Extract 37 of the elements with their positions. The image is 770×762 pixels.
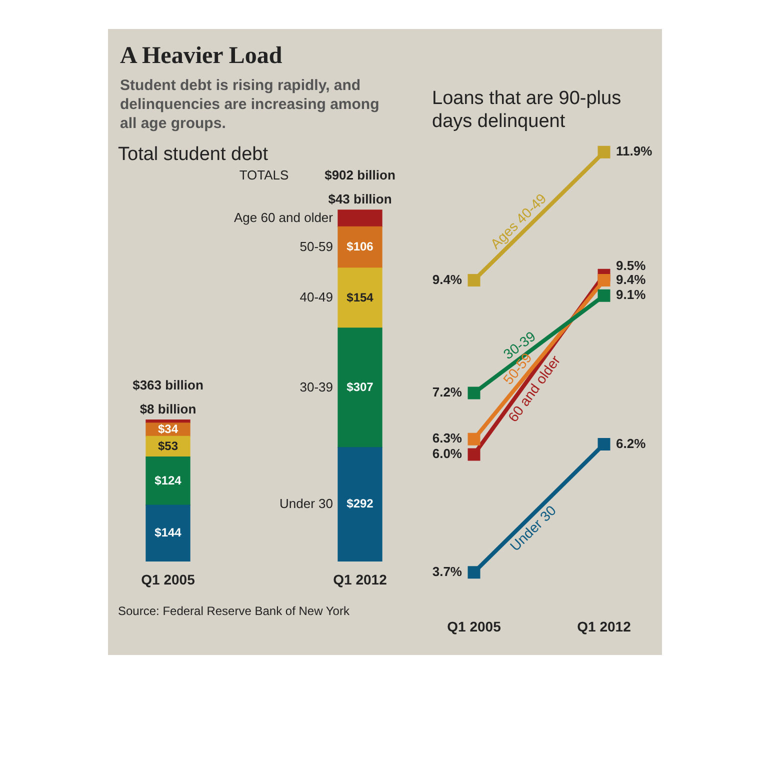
data-label: $154: [346, 290, 374, 304]
series-label: 40-49: [300, 290, 333, 305]
x-tick-label: Q1 2005: [141, 571, 196, 588]
data-label: $53: [158, 438, 178, 453]
series-label: 50-59: [300, 238, 333, 254]
text: Student debt is rising rapidly, and delinquencies are increasing among all age groups.: [120, 76, 380, 133]
data-label: 3.7%: [432, 564, 462, 579]
data-label: $106: [346, 240, 374, 254]
series-label: 30-39: [300, 379, 333, 394]
total-label: $363 billion: [132, 377, 204, 392]
data-label: 6.2%: [616, 436, 646, 451]
x-tick-label: Q1 2012: [333, 571, 388, 588]
series-label: Under 30: [280, 496, 333, 511]
series-label: Age 60 and older: [234, 210, 334, 225]
chart-title: Loans that are 90-plus days delinquent: [431, 87, 622, 133]
data-label: $307: [346, 380, 374, 394]
data-label: $8 billion: [140, 401, 196, 416]
total-label: $902 billion: [324, 168, 396, 183]
data-label: $43 billion: [328, 192, 392, 207]
text: TOTALS: [239, 168, 290, 183]
data-label: $144: [154, 525, 182, 540]
data-label: 9.1%: [616, 287, 646, 302]
x-tick-label: Q1 2012: [577, 618, 632, 634]
text: A Heavier Load: [120, 43, 284, 70]
source-note: Source: Federal Reserve Bank of New York: [117, 604, 350, 618]
data-label: 9.4%: [432, 272, 462, 287]
data-label: $34: [158, 422, 178, 436]
data-label: $124: [154, 473, 182, 488]
data-label: 7.2%: [432, 384, 462, 400]
data-label: 6.0%: [432, 446, 462, 462]
data-label: $292: [346, 496, 374, 511]
chart-title: Total student debt: [117, 143, 269, 166]
x-tick-label: Q1 2005: [447, 618, 502, 634]
data-label: 11.9%: [616, 144, 653, 159]
data-label: 6.3%: [432, 430, 462, 446]
data-label: 9.5%: [616, 258, 646, 273]
data-label: 9.4%: [616, 272, 646, 287]
